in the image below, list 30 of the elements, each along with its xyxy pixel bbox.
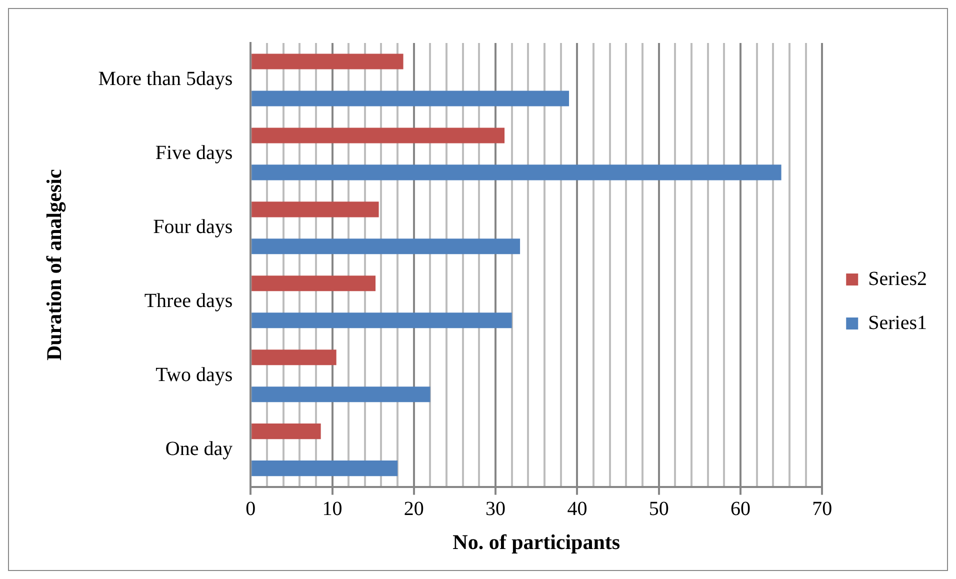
x-axis-title: No. of participants [452, 530, 620, 554]
x-tick-label: 20 [404, 498, 424, 520]
legend-label: Series2 [868, 268, 928, 290]
x-tick-label: 30 [486, 498, 506, 520]
y-tick-label: Two days [156, 364, 233, 386]
bar [252, 460, 398, 476]
x-tick-label: 60 [730, 498, 750, 520]
bar [252, 238, 520, 254]
bar [252, 164, 782, 180]
bar [252, 276, 376, 292]
x-tick-label: 50 [648, 498, 669, 520]
x-tick-label: 0 [246, 498, 256, 520]
x-tick-label: 10 [322, 498, 342, 520]
x-tick-label: 40 [567, 498, 588, 520]
bar [252, 350, 336, 366]
y-tick-label: One day [165, 438, 233, 460]
y-tick-label: Four days [153, 216, 233, 238]
bar [252, 202, 379, 218]
bar [252, 424, 321, 440]
bar [252, 54, 404, 70]
y-tick-label: More than 5days [98, 68, 233, 90]
y-axis-title: Duration of analgesic [42, 169, 66, 361]
legend-label: Series1 [868, 312, 928, 334]
x-tick-label: 70 [812, 498, 832, 520]
y-tick-label: Five days [155, 142, 233, 164]
y-tick-label: Three days [144, 290, 233, 312]
bar [252, 386, 430, 402]
bar [252, 128, 505, 144]
bar [252, 312, 512, 328]
bar [252, 90, 570, 106]
